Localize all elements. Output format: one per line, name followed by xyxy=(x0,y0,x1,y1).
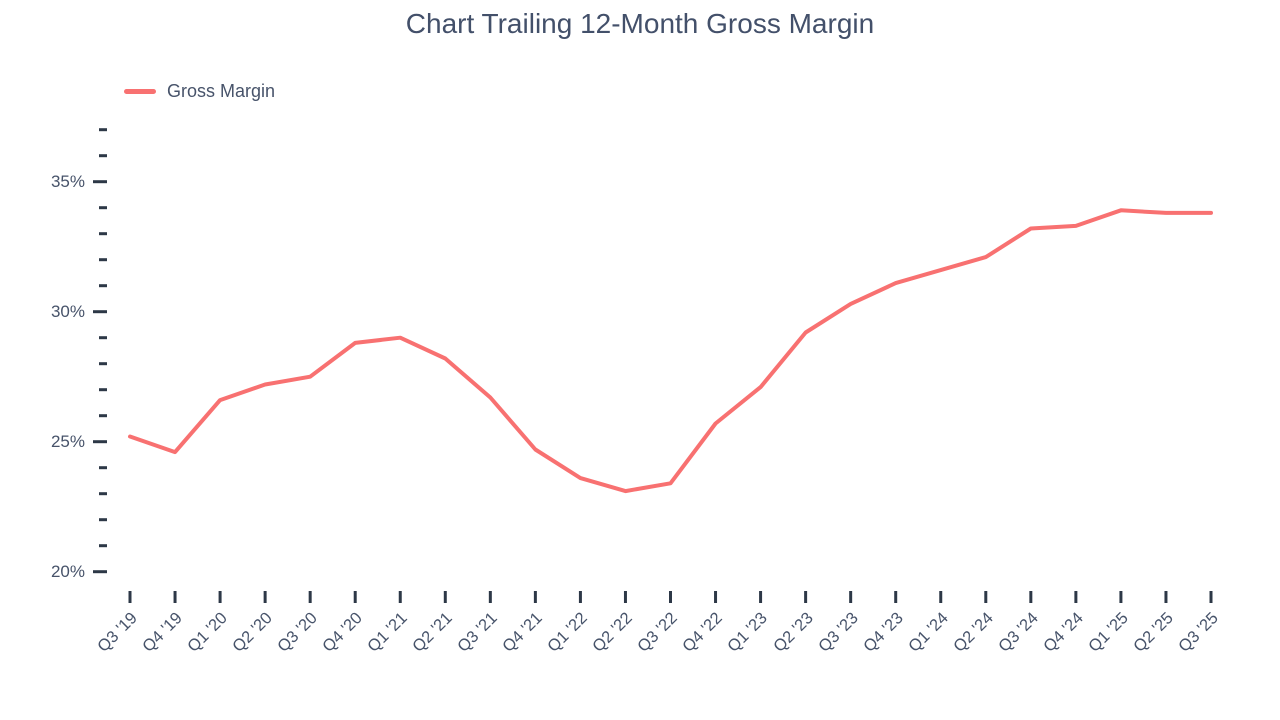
gross-margin-line-swatch-icon xyxy=(124,89,156,94)
legend-label: Gross Margin xyxy=(167,81,276,101)
x-axis-ticks xyxy=(128,591,1213,603)
y-axis-ticks xyxy=(93,128,107,574)
y-axis-label: 35% xyxy=(50,171,85,191)
y-axis-label: 20% xyxy=(50,561,85,581)
y-axis-label: 30% xyxy=(50,301,85,321)
chart-title: Chart Trailing 12-Month Gross Margin xyxy=(405,8,875,39)
y-axis-label: 25% xyxy=(50,431,85,451)
gross-margin-line xyxy=(128,208,1214,494)
